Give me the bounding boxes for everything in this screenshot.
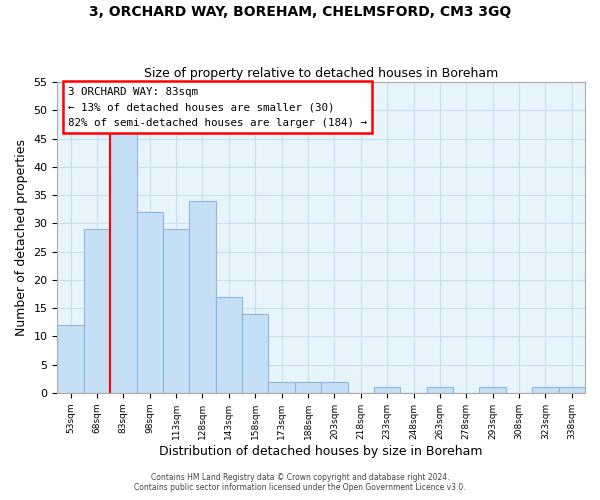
Text: 3, ORCHARD WAY, BOREHAM, CHELMSFORD, CM3 3GQ: 3, ORCHARD WAY, BOREHAM, CHELMSFORD, CM3…: [89, 5, 511, 19]
Bar: [137, 212, 163, 393]
Bar: [295, 382, 321, 393]
Bar: [268, 382, 295, 393]
Text: 3 ORCHARD WAY: 83sqm
← 13% of detached houses are smaller (30)
82% of semi-detac: 3 ORCHARD WAY: 83sqm ← 13% of detached h…: [68, 86, 367, 128]
Bar: [190, 200, 215, 393]
Bar: [559, 387, 585, 393]
Bar: [110, 133, 137, 393]
Bar: [479, 387, 506, 393]
Bar: [321, 382, 347, 393]
Bar: [427, 387, 453, 393]
Title: Size of property relative to detached houses in Boreham: Size of property relative to detached ho…: [144, 66, 499, 80]
Bar: [532, 387, 559, 393]
Bar: [374, 387, 400, 393]
Y-axis label: Number of detached properties: Number of detached properties: [15, 139, 28, 336]
Bar: [163, 229, 190, 393]
Bar: [58, 325, 84, 393]
X-axis label: Distribution of detached houses by size in Boreham: Distribution of detached houses by size …: [160, 444, 483, 458]
Text: Contains HM Land Registry data © Crown copyright and database right 2024.
Contai: Contains HM Land Registry data © Crown c…: [134, 473, 466, 492]
Bar: [242, 314, 268, 393]
Bar: [215, 297, 242, 393]
Bar: [84, 229, 110, 393]
